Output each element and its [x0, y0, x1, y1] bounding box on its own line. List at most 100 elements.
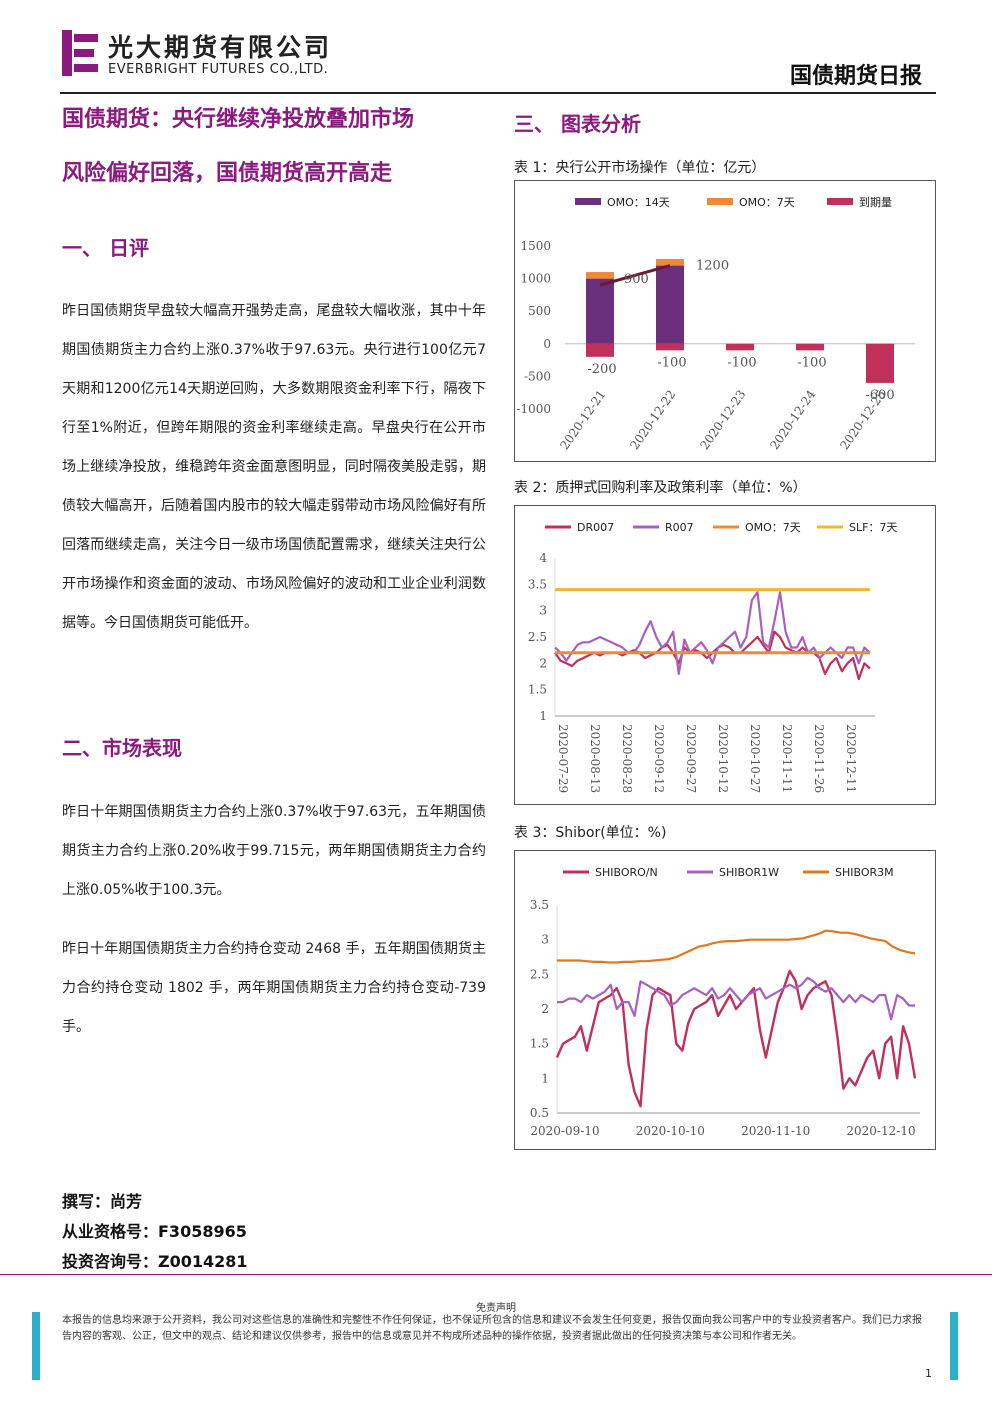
market-paragraph-1: 昨日十年期国债期货主力合约上涨0.37%收于97.63元，五年期国债期货主力合约… — [62, 804, 486, 898]
chart3-xtick: 2020-12-10 — [846, 1124, 915, 1138]
chart1-bar-label: -100 — [797, 355, 826, 370]
chart1-bar-maturity — [586, 343, 614, 357]
report-title: 国债期货日报 — [789, 64, 922, 89]
chart1-ytick: 500 — [528, 304, 551, 318]
chart2-caption: 表 2：质押式回购利率及政策利率（单位：%） — [514, 480, 807, 496]
section-market-title: 二、市场表现 — [62, 736, 182, 760]
company-name-en: EVERBRIGHT FUTURES CO.,LTD. — [108, 62, 329, 77]
chart2-ytick: 4 — [539, 551, 547, 565]
footer-rule — [0, 1274, 992, 1275]
footer-right-bar — [950, 1312, 958, 1380]
footer-left-bar — [32, 1312, 40, 1380]
chart3-ytick: 2 — [541, 1002, 549, 1016]
chart3-ytick: 2.5 — [530, 967, 549, 981]
chart2-xtick: 2020-09-27 — [684, 724, 698, 793]
chart1-ytick: 0 — [543, 337, 551, 351]
chart2-xtick: 2020-12-11 — [844, 724, 858, 793]
chart2-xtick: 2020-10-12 — [716, 724, 730, 793]
chart1-ytick: -1000 — [516, 402, 551, 416]
chart1-ytick: 1000 — [520, 272, 551, 286]
chart1-bar-omo14 — [656, 265, 684, 344]
chart1-legend-swatch — [707, 198, 733, 205]
chart1-legend-label: 到期量 — [859, 196, 892, 209]
chart3-legend-label: SHIBOR1W — [719, 866, 779, 879]
chart3-ytick: 1.5 — [530, 1037, 549, 1051]
chart1-legend-label: OMO：7天 — [739, 196, 795, 209]
chart2-xtick: 2020-11-11 — [780, 724, 794, 793]
chart2-series-line — [554, 591, 871, 675]
chart2-frame: DR007 R007 OMO：7天 SLF：7天 4 3.5 3 2.5 2 1.5 1 2020-0… — [514, 505, 936, 805]
chart1-xtick: 2020-12-21 — [557, 387, 608, 452]
chart3-xtick: 2020-10-10 — [636, 1124, 705, 1138]
chart1-line-label: 1200 — [696, 259, 729, 274]
chart2-legend-label: R007 — [665, 521, 694, 534]
chart2-xtick: 2020-10-27 — [748, 724, 762, 793]
chart1-omo-operations: OMO：14天 OMO：7天 到期量 1500 1000 500 0 -500 -1000 202… — [516, 196, 915, 452]
chart1-line-label: 900 — [624, 272, 649, 287]
chart1-bar-maturity — [866, 343, 894, 383]
chart3-ytick: 0.5 — [530, 1106, 549, 1120]
chart1-bar-maturity — [796, 343, 824, 351]
chart1-net-line — [599, 264, 671, 287]
chart1-legend-swatch — [575, 198, 601, 205]
article-title-line1: 国债期货：央行继续净投放叠加市场 — [62, 107, 415, 132]
chart2-legend-label: OMO：7天 — [745, 521, 801, 534]
chart3-caption: 表 3：Shibor(单位：%) — [514, 825, 667, 841]
chart3-series-line — [555, 969, 917, 1108]
chart2-xtick: 2020-08-13 — [588, 724, 602, 793]
header-rule — [60, 92, 936, 94]
chart1-legend-label: OMO：14天 — [607, 196, 670, 209]
chart1-bar-label: -600 — [865, 388, 894, 403]
chart2-repo-rates: DR007 R007 OMO：7天 SLF：7天 4 3.5 3 2.5 2 1.5 1 2020-0… — [528, 521, 898, 793]
chart2-ytick: 3.5 — [528, 577, 547, 591]
chart2-xtick: 2020-08-28 — [620, 724, 634, 793]
chart1-bar-omo14 — [586, 278, 614, 344]
chart3-xtick: 2020-11-10 — [741, 1124, 810, 1138]
chart2-legend-label: SLF：7天 — [849, 521, 897, 534]
chart2-xtick: 2020-09-12 — [652, 724, 666, 793]
disclaimer-text: 本报告的信息均来源于公开资料，我公司对这些信息的准确性和完整性不作任何保证，也不… — [62, 1315, 922, 1342]
chart1-bar-omo7 — [656, 259, 684, 266]
chart2-ytick: 2.5 — [528, 630, 547, 644]
chart1-xtick: 2020-12-22 — [627, 387, 678, 452]
chart1-xtick: 2020-12-23 — [697, 387, 748, 452]
author-writer: 撰写：尚芳 — [62, 1192, 143, 1211]
chart3-legend-label: SHIBOR3M — [835, 866, 894, 879]
disclaimer-title: 免责声明 — [476, 1303, 516, 1314]
chart1-bar-label: -100 — [727, 355, 756, 370]
chart1-frame: OMO：14天 OMO：7天 到期量 1500 1000 500 0 -500 -1000 202… — [514, 180, 936, 462]
chart3-legend-label: SHIBORO/N — [595, 866, 658, 879]
article-title-line2: 风险偏好回落，国债期货高开高走 — [62, 161, 393, 186]
chart2-ytick: 3 — [539, 604, 547, 618]
chart1-ytick: -500 — [524, 369, 551, 383]
chart1-xtick: 2020-12-24 — [767, 387, 818, 452]
market-paragraph-2: 昨日十年期国债期货主力合约持仓变动 2468 手，五年期国债期货主力合约持仓变动… — [62, 941, 486, 1035]
chart3-series-line — [557, 929, 916, 964]
chart3-ytick: 3.5 — [530, 898, 549, 912]
chart1-bar-maturity — [726, 343, 754, 351]
company-name-cn: 光大期货有限公司 — [108, 33, 333, 62]
chart2-legend-label: DR007 — [577, 521, 614, 534]
chart1-bar-omo7 — [586, 272, 614, 279]
chart1-bar-maturity — [656, 343, 684, 351]
chart3-frame: SHIBORO/N SHIBOR1W SHIBOR3M 3.5 3 2.5 2 1.5 1 0.5… — [514, 850, 936, 1150]
page-number: 1 — [925, 1367, 932, 1380]
chart3-xtick: 2020-09-10 — [530, 1124, 599, 1138]
chart1-caption: 表 1：央行公开市场操作（单位：亿元） — [514, 160, 766, 176]
author-license: 从业资格号：F3058965 — [62, 1222, 247, 1241]
chart1-bar-label: -200 — [587, 362, 616, 377]
chart3-ytick: 1 — [541, 1071, 549, 1085]
author-advisory: 投资咨询号：Z0014281 — [62, 1252, 248, 1271]
section-daily-review-title: 一、 日评 — [62, 236, 149, 260]
section-chart-analysis-title: 三、 图表分析 — [514, 112, 641, 136]
chart2-ytick: 1.5 — [528, 683, 547, 697]
company-logo — [62, 30, 98, 76]
chart3-series-line — [557, 976, 915, 1021]
chart2-ytick: 2 — [539, 656, 547, 670]
chart2-xtick: 2020-07-29 — [556, 724, 570, 793]
chart2-ytick: 1 — [539, 709, 547, 723]
daily-review-body: 昨日国债期货早盘较大幅高开强势走高，尾盘较大幅收涨，其中十年期国债期货主力合约上… — [62, 303, 486, 631]
chart1-legend-swatch — [827, 198, 853, 205]
chart1-bar-label: -100 — [657, 355, 686, 370]
chart3-ytick: 3 — [541, 933, 549, 947]
